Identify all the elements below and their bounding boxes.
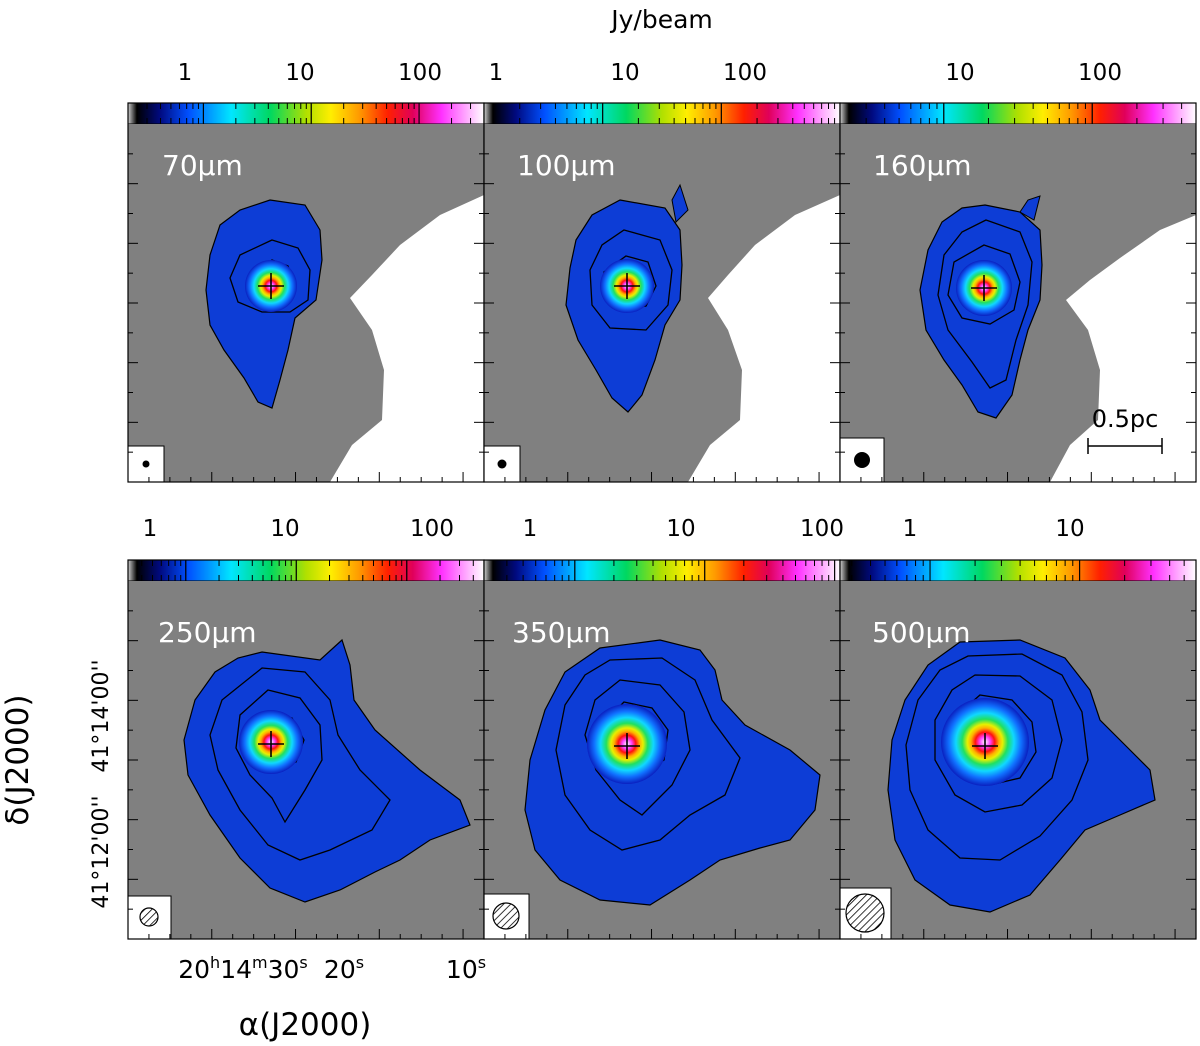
panel-250um: 1 10 100 250μm: [127, 516, 485, 940]
cbar-tick-label: 10: [285, 60, 314, 86]
ra-tick-label: 20h14m30s: [178, 953, 308, 984]
cbar-tick-label: 100: [723, 60, 767, 86]
source-cross-marker: [614, 733, 640, 759]
cbar-tick-label: 1: [523, 516, 538, 542]
cbar-tick-label: 100: [410, 516, 454, 542]
source-cross-marker: [258, 731, 284, 757]
cbar-tick-label: 10: [1055, 516, 1084, 542]
cbar-tick-label: 10: [945, 60, 974, 86]
panel-100um: 1 10 100 100μm: [483, 60, 841, 483]
cbar-tick-label: 1: [489, 60, 504, 86]
emission-region: [183, 638, 471, 903]
emission-tail: [1019, 195, 1041, 221]
source-cross-marker: [971, 275, 997, 301]
x-axis-label: α(J2000): [239, 1007, 372, 1043]
colorbar-500um: [839, 559, 1197, 582]
beam-ellipse: [854, 452, 870, 468]
colorbar-160um: [839, 102, 1197, 125]
cbar-tick-label: 10: [666, 516, 695, 542]
unit-label: Jy/beam: [609, 5, 713, 34]
cbar-tick-label: 100: [398, 60, 442, 86]
contour: [589, 229, 673, 331]
beam-ellipse: [492, 902, 520, 930]
source-cross-marker: [972, 733, 998, 759]
panel-350um: 1 10 100 350μm: [483, 516, 844, 940]
source-cross-marker: [258, 273, 284, 299]
frame: [839, 102, 1197, 483]
contour: [937, 219, 1033, 389]
panel-160um: 10 100 160μm 0.5pc: [839, 60, 1197, 483]
band-label-160um: 160μm: [873, 149, 972, 182]
cbar-tick-label: 1: [903, 516, 918, 542]
contour: [934, 674, 1063, 813]
contour: [584, 679, 691, 816]
uncovered-region: [330, 195, 484, 482]
beam-ellipse: [142, 460, 150, 468]
colorbar-350um: [483, 559, 841, 582]
y-axis-label: δ(J2000): [0, 694, 36, 825]
contour: [229, 239, 311, 313]
scalebar: [1087, 438, 1163, 454]
uncovered-region: [1050, 215, 1196, 482]
band-label-250um: 250μm: [158, 616, 257, 649]
band-label-500um: 500μm: [872, 616, 971, 649]
ra-tick-label: 20s: [324, 953, 364, 984]
contour: [235, 689, 323, 824]
colorbar-250um: [127, 559, 485, 582]
cbar-tick-label: 100: [800, 516, 844, 542]
beam-ellipse: [139, 907, 159, 927]
cbar-tick-label: 1: [178, 60, 193, 86]
emission-tail: [671, 183, 689, 224]
panel-70um: 1 10 100 70μm: [127, 60, 485, 483]
cbar-tick-label: 10: [610, 60, 639, 86]
cbar-tick-label: 10: [270, 516, 299, 542]
contour: [209, 667, 391, 861]
contour: [947, 244, 1021, 325]
colorbar-100um: [483, 102, 841, 125]
axis-ticks: [127, 103, 1197, 939]
band-label-350um: 350μm: [512, 616, 611, 649]
source-cross-marker: [614, 273, 640, 299]
band-label-70um: 70μm: [162, 149, 243, 182]
cbar-tick-label: 1: [143, 516, 158, 542]
emission-region: [524, 639, 821, 906]
dec-tick-label: 41°14'00'': [89, 659, 114, 772]
uncovered-region: [688, 195, 840, 482]
band-label-100um: 100μm: [517, 149, 616, 182]
beam-ellipse: [845, 893, 885, 933]
beam-ellipse: [497, 459, 507, 469]
scalebar-label: 0.5pc: [1092, 405, 1159, 433]
contour: [555, 657, 741, 851]
frame: [839, 559, 1197, 940]
dec-tick-label: 41°12'00'': [89, 795, 114, 908]
contour: [905, 653, 1089, 861]
ra-tick-label: 10s: [446, 953, 486, 984]
cbar-tick-label: 100: [1078, 60, 1122, 86]
panel-500um: 1 10 500μm: [839, 516, 1197, 940]
